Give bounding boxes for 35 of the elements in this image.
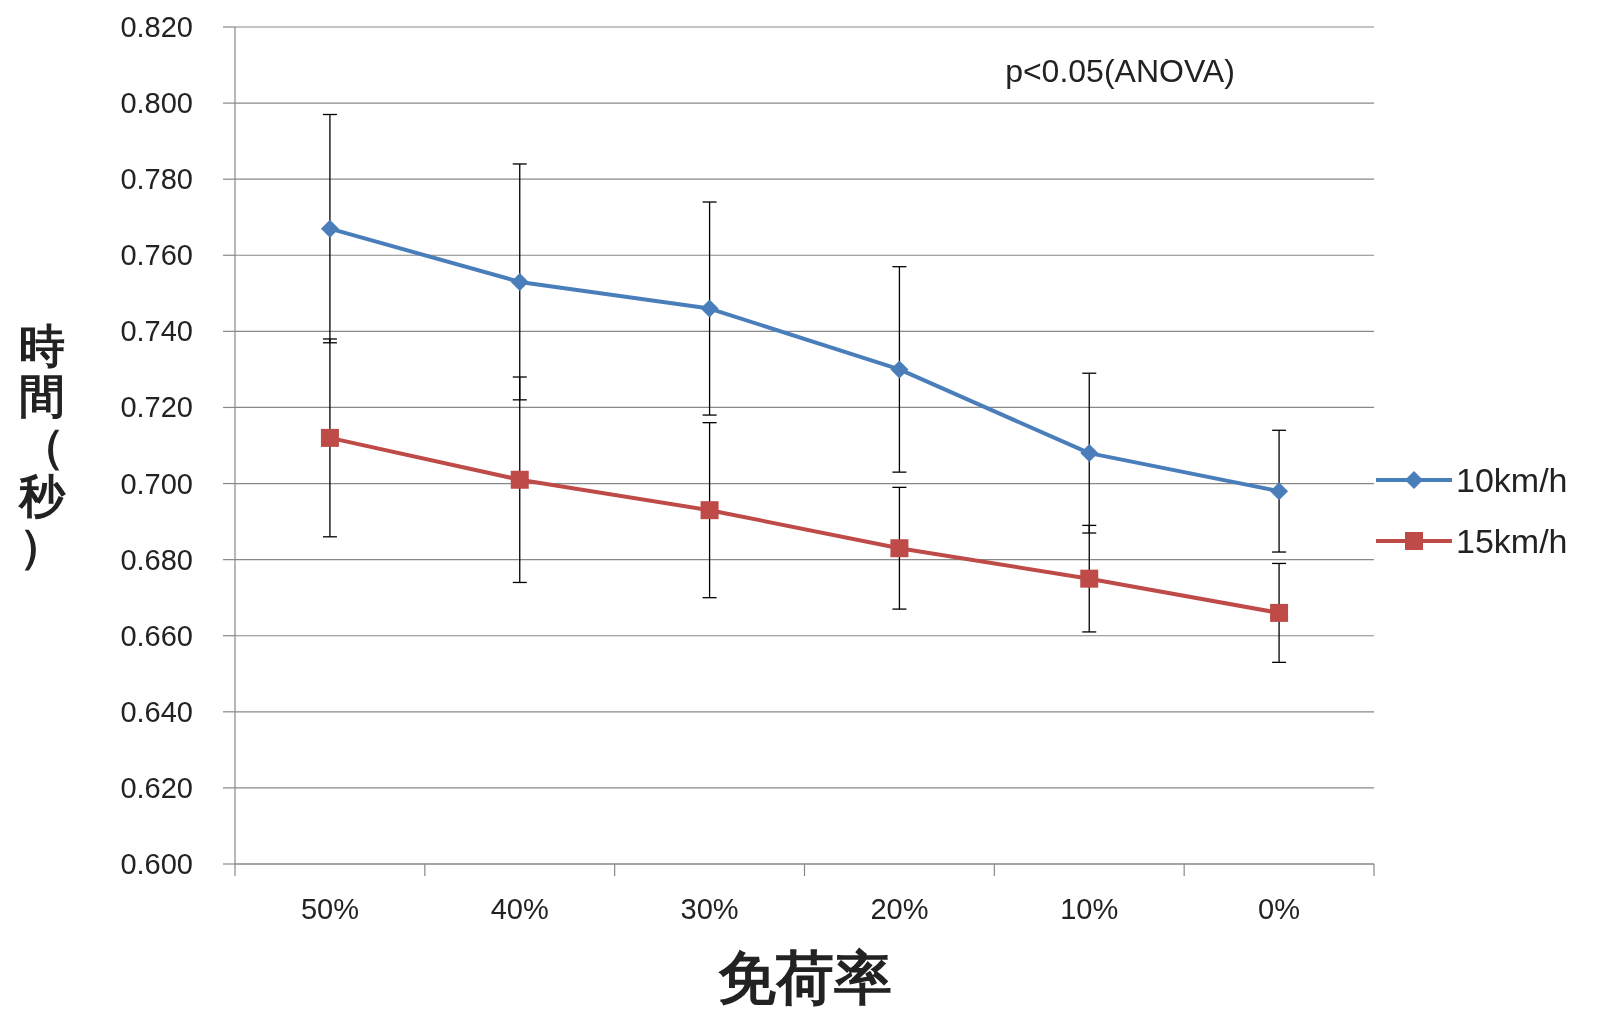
point [1080, 444, 1099, 463]
point [1080, 569, 1099, 588]
point [890, 539, 909, 558]
x-tick-label: 0% [1258, 893, 1301, 925]
point [700, 501, 719, 520]
legend-label: 10km/h [1456, 461, 1568, 499]
y-tick-label: 0.820 [120, 11, 193, 43]
x-tick-label: 40% [490, 893, 549, 925]
y-tick-label: 0.720 [120, 391, 193, 424]
y-tick-label: 0.640 [120, 695, 193, 728]
point [510, 470, 529, 489]
y-tick-label: 0.620 [120, 771, 193, 804]
x-axis-title: 免荷率 [717, 945, 892, 1010]
x-tick-label: 10% [1060, 893, 1119, 925]
point [320, 428, 339, 447]
y-tick-label: 0.740 [120, 315, 193, 348]
legend-label: 15km/h [1456, 522, 1568, 560]
y-tick-label: 0.700 [120, 467, 193, 500]
point [1270, 482, 1289, 501]
point [700, 299, 719, 318]
point [890, 360, 909, 379]
y-tick-label: 0.680 [120, 543, 193, 576]
x-tick-label: 20% [870, 893, 929, 925]
y-tick-label: 0.600 [120, 848, 193, 880]
annotation: p<0.05(ANOVA) [1005, 53, 1235, 89]
point [320, 219, 339, 238]
point [510, 272, 529, 291]
y-tick-label: 0.800 [120, 87, 193, 120]
x-tick-label: 30% [680, 893, 739, 925]
y-tick-label: 0.660 [120, 619, 193, 652]
y-tick-label: 0.760 [120, 239, 193, 272]
y-axis-title: 時間（秒） [17, 319, 66, 572]
y-tick-label: 0.780 [120, 163, 193, 196]
point [1270, 603, 1289, 622]
x-tick-label: 50% [300, 893, 359, 925]
